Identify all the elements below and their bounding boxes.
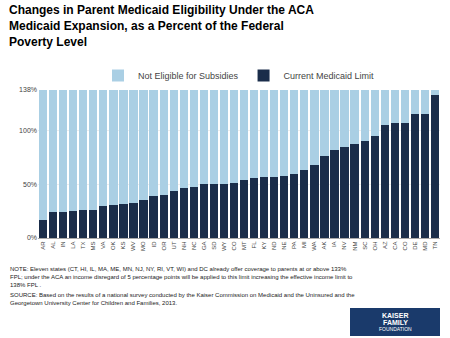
svg-text:IA: IA xyxy=(331,241,337,247)
svg-text:NC: NC xyxy=(191,241,197,250)
svg-text:WV: WV xyxy=(130,241,136,251)
svg-text:AL: AL xyxy=(50,241,56,249)
svg-text:CO: CO xyxy=(231,241,237,250)
svg-text:FAMILY: FAMILY xyxy=(383,319,408,326)
svg-text:Not Eligible for Subsidies: Not Eligible for Subsidies xyxy=(138,71,239,81)
svg-text:MD: MD xyxy=(422,241,428,251)
svg-text:AR: AR xyxy=(40,241,46,250)
svg-text:AK: AK xyxy=(321,241,327,249)
svg-text:TX: TX xyxy=(80,241,86,249)
svg-text:SD: SD xyxy=(211,241,217,250)
svg-text:Changes in Parent Medicaid Eli: Changes in Parent Medicaid Eligibility U… xyxy=(9,3,314,48)
svg-text:MS: MS xyxy=(90,241,96,250)
svg-text:PA: PA xyxy=(291,241,297,249)
svg-text:LA: LA xyxy=(70,241,76,248)
svg-text:ND: ND xyxy=(271,241,277,250)
svg-text:MI: MI xyxy=(301,241,307,248)
svg-text:NV: NV xyxy=(341,241,347,249)
svg-text:OR: OR xyxy=(161,241,167,251)
svg-text:MO: MO xyxy=(140,241,146,251)
svg-text:OH: OH xyxy=(372,241,378,250)
svg-text:WA: WA xyxy=(311,241,317,250)
svg-text:TN: TN xyxy=(432,241,438,249)
svg-text:WY: WY xyxy=(221,241,227,251)
svg-text:SC: SC xyxy=(362,241,368,250)
svg-text:CA: CA xyxy=(392,241,398,249)
svg-text:SOURCE: Based on the results o: SOURCE: Based on the results of a nation… xyxy=(10,292,355,306)
svg-text:NM: NM xyxy=(352,241,358,250)
svg-text:DE: DE xyxy=(412,241,418,249)
svg-text:OK: OK xyxy=(110,241,116,250)
svg-text:138%: 138% xyxy=(19,86,37,93)
svg-text:FL: FL xyxy=(251,241,257,249)
svg-text:NE: NE xyxy=(281,241,287,249)
svg-text:0%: 0% xyxy=(27,234,37,241)
svg-text:ID: ID xyxy=(151,241,157,248)
svg-text:UT: UT xyxy=(171,241,177,249)
svg-text:MT: MT xyxy=(241,241,247,250)
svg-text:KY: KY xyxy=(261,241,267,249)
svg-text:50%: 50% xyxy=(23,181,37,188)
svg-text:NOTE: Eleven states (CT, HI, I: NOTE: Eleven states (CT, HI, IL, MA, ME,… xyxy=(10,266,353,288)
svg-text:Current Medicaid Limit: Current Medicaid Limit xyxy=(284,71,375,81)
svg-text:100%: 100% xyxy=(19,127,37,134)
svg-text:KS: KS xyxy=(120,241,126,249)
svg-text:VA: VA xyxy=(100,241,106,249)
svg-text:IN: IN xyxy=(60,241,66,247)
svg-text:KAISER: KAISER xyxy=(382,312,408,319)
svg-text:GA: GA xyxy=(201,241,207,250)
svg-text:CO: CO xyxy=(402,241,408,250)
svg-text:FOUNDATION: FOUNDATION xyxy=(379,326,412,332)
svg-text:AZ: AZ xyxy=(382,241,388,249)
svg-text:NH: NH xyxy=(181,241,187,250)
